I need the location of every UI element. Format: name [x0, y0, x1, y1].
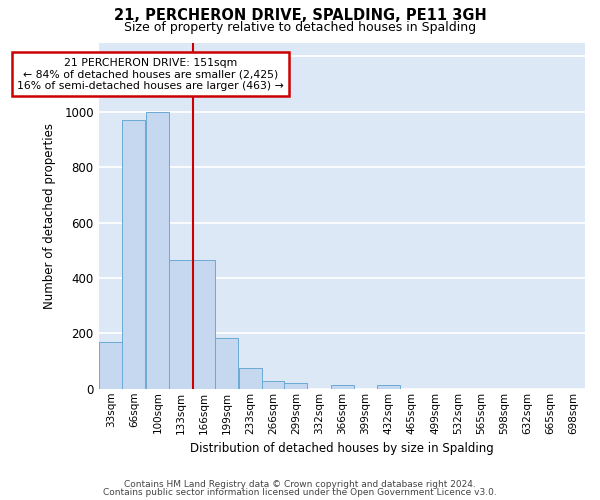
Y-axis label: Number of detached properties: Number of detached properties [43, 122, 56, 308]
Bar [331, 384, 354, 389]
Text: Size of property relative to detached houses in Spalding: Size of property relative to detached ho… [124, 21, 476, 34]
X-axis label: Distribution of detached houses by size in Spalding: Distribution of detached houses by size … [190, 442, 494, 455]
Bar [377, 386, 400, 389]
Bar [100, 342, 122, 389]
Bar [215, 338, 238, 389]
Bar [284, 383, 307, 389]
Text: Contains HM Land Registry data © Crown copyright and database right 2024.: Contains HM Land Registry data © Crown c… [124, 480, 476, 489]
Text: 21, PERCHERON DRIVE, SPALDING, PE11 3GH: 21, PERCHERON DRIVE, SPALDING, PE11 3GH [113, 8, 487, 22]
Bar [192, 260, 215, 389]
Bar [146, 112, 169, 389]
Text: 21 PERCHERON DRIVE: 151sqm
← 84% of detached houses are smaller (2,425)
16% of s: 21 PERCHERON DRIVE: 151sqm ← 84% of deta… [17, 58, 284, 91]
Bar [122, 120, 145, 389]
Bar [262, 381, 284, 389]
Bar [169, 260, 192, 389]
Bar [239, 368, 262, 389]
Text: Contains public sector information licensed under the Open Government Licence v3: Contains public sector information licen… [103, 488, 497, 497]
